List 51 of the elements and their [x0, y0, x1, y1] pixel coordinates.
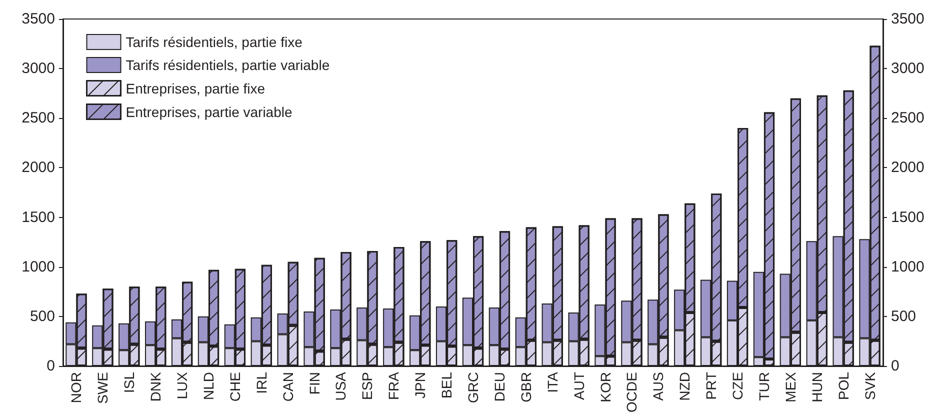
legend-label: Entreprises, partie fixe: [126, 80, 266, 96]
y-tick-label: 2000: [22, 159, 55, 176]
y2-tick-label: 1500: [891, 208, 924, 226]
y-tick-label: 2500: [22, 110, 55, 127]
x-tick-label: KOR: [597, 372, 614, 402]
x-tick-label: CZE: [730, 372, 746, 400]
x-tick-label: GBR: [518, 372, 534, 402]
y-tick-label: 500: [30, 308, 55, 325]
x-tick-label: LUX: [174, 371, 190, 400]
legend-label: Entreprises, partie variable: [126, 104, 292, 120]
x-tick-label: DEU: [491, 372, 508, 402]
y2-tick-label: 0: [891, 358, 900, 374]
y2-tick-label: 2500: [891, 110, 924, 127]
x-tick-label: PRT: [703, 372, 720, 400]
x-tick-label: NLD: [200, 372, 216, 400]
legend-label: Tarifs résidentiels, partie variable: [126, 57, 330, 73]
x-tick-label: SWE: [94, 372, 111, 404]
x-tick-label: POL: [835, 372, 852, 400]
y-tick-label: 0: [46, 358, 55, 374]
x-tick-label: AUT: [570, 372, 587, 400]
legend-label: Tarifs résidentiels, partie fixe: [126, 34, 303, 50]
y2-tick-label: 3500: [891, 10, 924, 28]
x-tick-label: USA: [332, 371, 349, 401]
y-tick-label: 1000: [22, 258, 55, 276]
x-tick-label: HUN: [808, 372, 825, 402]
y-tick-label: 3000: [22, 60, 55, 78]
x-tick-label: ISL: [121, 372, 138, 394]
x-tick-label: OCDE: [624, 372, 640, 412]
x-tick-label: GRC: [465, 372, 481, 404]
x-tick-label: BEL: [438, 372, 455, 398]
x-tick-label: ESP: [359, 372, 376, 400]
x-tick-label: NOR: [68, 372, 84, 404]
x-tick-label: CHE: [226, 372, 243, 402]
x-tick-label: JPN: [412, 372, 428, 398]
x-tick-label: AUS: [650, 372, 666, 401]
y-tick-label: 3500: [22, 10, 55, 28]
y2-tick-label: 500: [891, 308, 916, 325]
y-tick-label: 1500: [22, 208, 55, 226]
y2-tick-label: 1000: [891, 258, 924, 276]
y2-tick-label: 3000: [891, 60, 924, 78]
x-tick-label: NZD: [676, 372, 693, 401]
y2-tick-label: 2000: [891, 159, 924, 176]
x-tick-label: CAN: [280, 372, 296, 402]
x-tick-label: TUR: [756, 372, 772, 401]
x-tick-label: DNK: [148, 371, 164, 402]
x-tick-label: MEX: [782, 371, 798, 402]
x-tick-label: FIN: [306, 372, 322, 395]
x-tick-label: IRL: [253, 372, 270, 394]
x-tick-label: SVK: [862, 371, 878, 400]
x-tick-label: ITA: [544, 371, 560, 393]
x-tick-label: FRA: [386, 371, 402, 400]
